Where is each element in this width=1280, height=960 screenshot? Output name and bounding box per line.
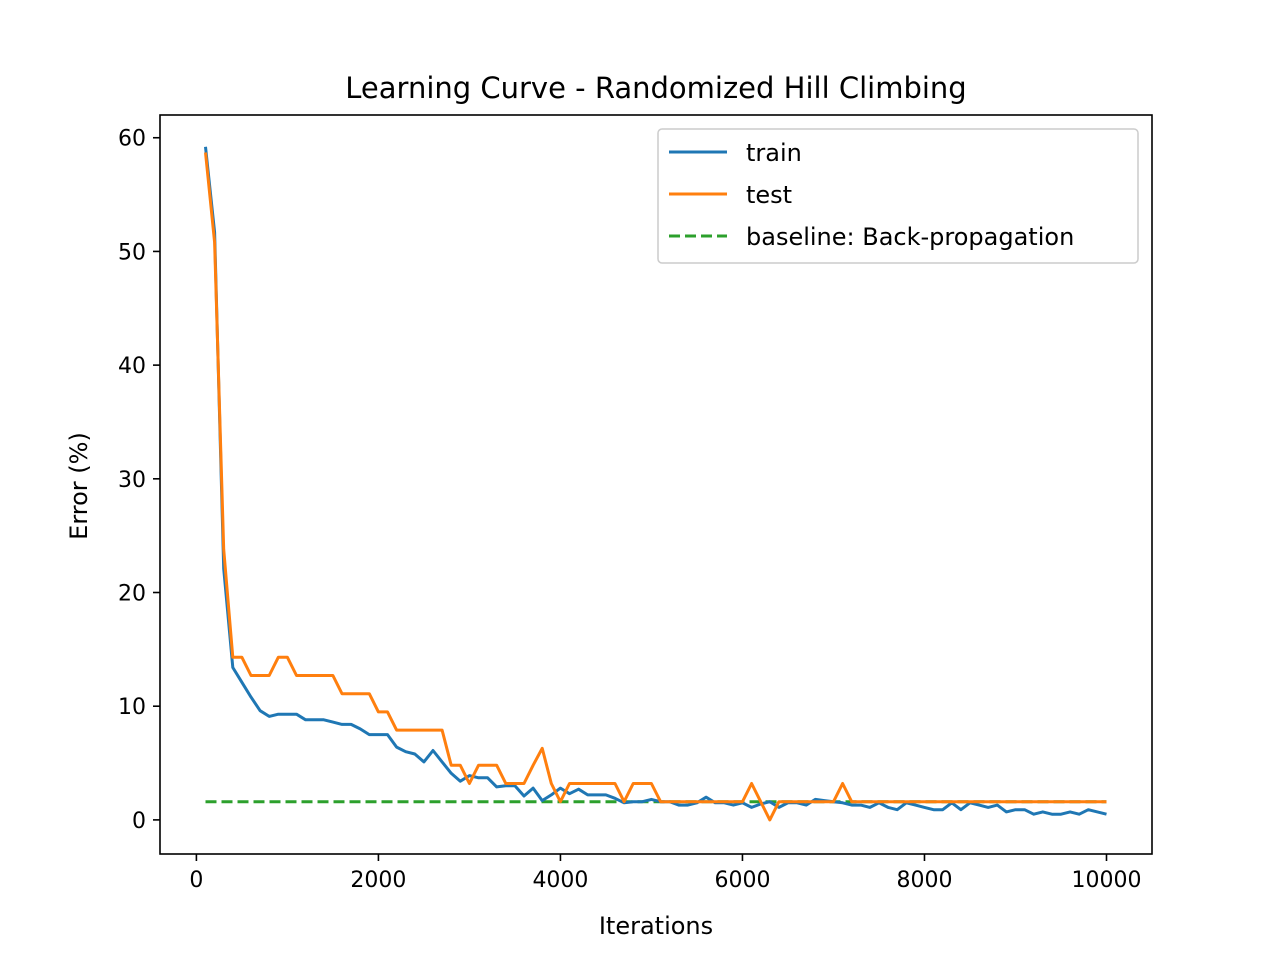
y-tick-label: 60 (118, 127, 146, 152)
y-tick-label: 10 (118, 695, 146, 720)
x-tick-label: 6000 (714, 868, 770, 893)
y-tick-label: 40 (118, 354, 146, 379)
legend-label-train: train (746, 139, 802, 167)
series-layer (204, 146, 1107, 822)
y-tick-label: 50 (118, 240, 146, 265)
x-axis-ticks: 0 2000 4000 6000 8000 10000 (189, 854, 1141, 893)
series-line-test (204, 152, 1107, 822)
y-tick-label: 30 (118, 468, 146, 493)
x-tick-label: 4000 (532, 868, 588, 893)
y-axis-title: Error (%) (65, 432, 93, 540)
y-tick-label: 0 (132, 809, 146, 834)
chart-title: Learning Curve - Randomized Hill Climbin… (345, 71, 966, 105)
x-tick-label: 2000 (350, 868, 406, 893)
x-axis-title: Iterations (599, 912, 713, 940)
legend: train test baseline: Back-propagation (657, 128, 1139, 264)
x-tick-label: 0 (189, 868, 203, 893)
plot-frame (159, 114, 1153, 855)
y-tick-label: 20 (118, 582, 146, 607)
x-tick-label: 8000 (896, 868, 952, 893)
series-line-train (204, 146, 1107, 816)
legend-label-test: test (746, 181, 792, 209)
legend-label-baseline: baseline: Back-propagation (746, 223, 1074, 251)
legend-box (657, 128, 1139, 264)
x-tick-label: 10000 (1071, 868, 1141, 893)
y-axis-ticks: 0 10 20 30 40 50 60 (118, 127, 160, 834)
